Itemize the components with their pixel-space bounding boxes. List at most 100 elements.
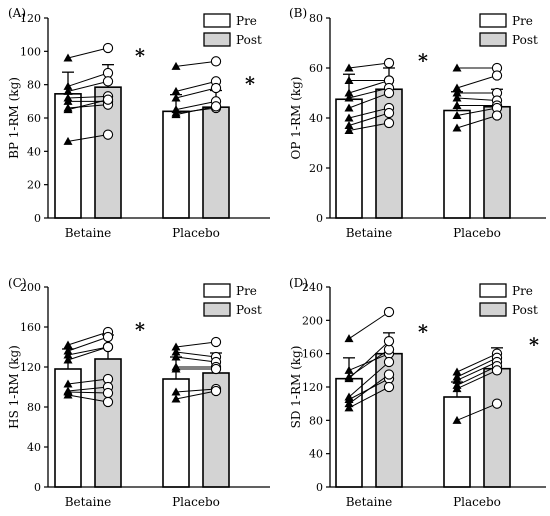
bar-post-placebo (483, 367, 511, 488)
post-point (383, 57, 395, 69)
individual-line (456, 369, 498, 390)
individual-line (67, 331, 109, 346)
legend-swatch (203, 32, 231, 47)
individual-line (456, 115, 498, 129)
pre-point (171, 342, 181, 351)
individual-pair (344, 57, 395, 72)
individual-line (348, 386, 390, 409)
x-tick-label: Placebo (453, 226, 501, 240)
significance-marker: * (418, 50, 428, 72)
y-tick-label: 40 (27, 145, 41, 158)
individual-line (175, 341, 217, 348)
panel-label: (D) (289, 276, 308, 290)
individual-line (67, 346, 109, 356)
individual-pair (344, 117, 395, 134)
y-tick-label: 40 (309, 112, 323, 125)
y-axis-title: HS 1-RM (kg) (7, 345, 21, 429)
bar-post-placebo (483, 105, 511, 219)
pre-point (344, 374, 354, 383)
individual-line (348, 107, 390, 119)
post-point (102, 331, 114, 343)
significance-marker: * (135, 45, 145, 67)
post-point (102, 94, 114, 105)
post-point (383, 336, 395, 347)
individual-pair (344, 336, 395, 383)
y-tick-label: 100 (20, 45, 41, 58)
individual-line (67, 346, 109, 361)
individual-pair (171, 101, 222, 119)
individual-line (175, 388, 217, 393)
individual-line (456, 361, 498, 381)
individual-line (67, 104, 109, 109)
individual-line (348, 340, 390, 380)
post-point (210, 363, 222, 375)
y-tick-label: 20 (27, 179, 41, 192)
legend-swatch (203, 302, 231, 317)
pre-point (344, 93, 354, 102)
legend-label: Post (512, 33, 538, 47)
pre-point (63, 53, 73, 62)
legend-swatch (479, 13, 507, 28)
individual-line (348, 361, 390, 398)
legend-swatch (203, 13, 231, 28)
pre-point (344, 121, 354, 129)
x-tick-label: Betaine (65, 495, 112, 509)
y-tick-label: 200 (302, 314, 323, 327)
individual-pair (344, 356, 395, 401)
post-point (383, 117, 395, 129)
individual-line (67, 72, 109, 87)
pre-point (452, 93, 462, 102)
legend-item-post: Post (203, 302, 262, 317)
pre-point (452, 123, 462, 132)
y-axis-title: SD 1-RM (kg) (289, 346, 303, 429)
post-point (102, 129, 114, 140)
pre-point (171, 352, 181, 361)
y-tick-label: 80 (27, 401, 41, 414)
y-tick-label: 160 (20, 321, 41, 334)
individual-pair (171, 385, 222, 403)
post-point (383, 107, 395, 119)
individual-line (456, 353, 498, 373)
individual-line (348, 374, 390, 405)
individual-pair (452, 70, 503, 92)
individual-pair (171, 82, 222, 102)
pre-point (171, 61, 181, 70)
individual-line (456, 403, 498, 421)
pre-point (171, 387, 181, 396)
post-point (383, 381, 395, 393)
panel-label: (C) (8, 276, 27, 290)
individual-line (456, 97, 498, 101)
individual-line (67, 378, 109, 385)
pre-point (171, 394, 181, 403)
pre-point (452, 384, 462, 393)
individual-line (348, 353, 390, 371)
y-tick-label: 60 (27, 112, 41, 125)
individual-line (348, 80, 390, 94)
legend-swatch (479, 283, 507, 298)
individual-line (348, 92, 390, 109)
y-tick-label: 120 (20, 12, 41, 25)
individual-pair (63, 331, 114, 355)
individual-line (67, 134, 109, 142)
panel-label: (B) (289, 6, 307, 20)
individual-line (67, 386, 109, 392)
significance-marker: * (135, 319, 145, 341)
pre-point (344, 399, 354, 408)
individual-pair (63, 390, 114, 408)
individual-line (456, 75, 498, 89)
individual-line (348, 122, 390, 131)
individual-line (348, 87, 390, 99)
legend-label: Post (512, 303, 538, 317)
individual-line (175, 60, 217, 67)
pre-point (63, 81, 73, 90)
post-point (491, 110, 503, 121)
y-tick-label: 0 (34, 212, 41, 225)
individual-pair (452, 87, 503, 99)
post-point (102, 396, 114, 408)
legend-swatch (479, 32, 507, 47)
individual-pair (171, 336, 222, 351)
individual-line (456, 107, 498, 116)
pre-point (452, 375, 462, 384)
pre-point (171, 347, 181, 356)
